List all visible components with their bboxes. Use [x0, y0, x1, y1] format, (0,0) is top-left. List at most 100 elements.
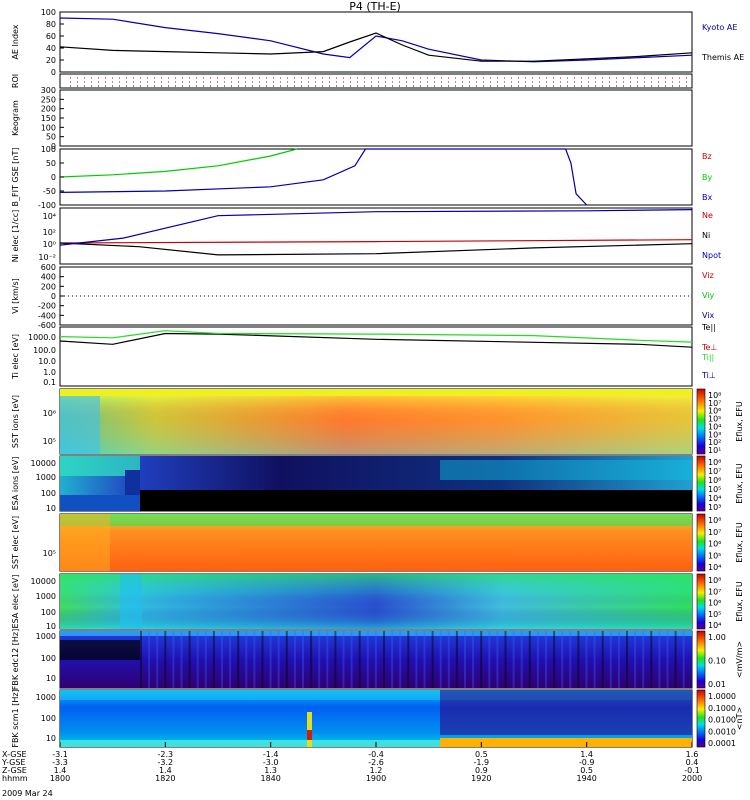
fbk-stripe [601, 631, 604, 688]
ytick-esa-ion: 10000 [31, 459, 56, 468]
line-kyoto-ae [59, 17, 693, 63]
fbk-stripe [310, 631, 313, 688]
colorbar-tick-esa-elec: 10⁴ [708, 621, 721, 630]
fbk-stripe [407, 631, 410, 688]
ytick-density: 10⁰ [43, 240, 56, 249]
fbk-b-spectrogram [60, 690, 692, 747]
axis-value-z-gse: 0.5 [580, 766, 593, 775]
ylabel-ae: AE Index [11, 24, 20, 59]
ytick-keogram: 200 [41, 105, 56, 114]
panel-frame-ae [59, 11, 693, 73]
fbk-stripe [180, 631, 183, 688]
ytick-keogram: 100 [41, 123, 56, 132]
velocity-legend-1: Viy [702, 291, 715, 300]
fbk-stripe [617, 631, 620, 688]
fbk-stripe [423, 631, 426, 688]
ytick-density: 10⁴ [43, 212, 56, 221]
axis-value-y-gse: -3.0 [263, 758, 279, 767]
fbk-stripe [642, 631, 645, 688]
ylabel-esa-ion: ESA ions [eV] [11, 457, 20, 511]
fbk-stripe [682, 631, 685, 688]
axis-value-hhmm: 1920 [471, 774, 491, 783]
fbk-stripe [334, 631, 337, 688]
line-by [59, 148, 298, 178]
temperature-legend-3: Ti⊥ [701, 371, 716, 380]
fbk-stripe [666, 631, 669, 688]
fbk-stripe [164, 631, 167, 688]
fbk-stripe [658, 631, 661, 688]
date-label: 2009 Mar 24 [2, 789, 53, 798]
colorbar-tick-fbk-b: 0.0001 [708, 739, 736, 748]
ylabel-temperature: Ti elec [eV] [11, 334, 20, 380]
fbk-stripe [504, 631, 507, 688]
fbk-stripe [172, 631, 175, 688]
ae-legend-0: Kyoto AE [702, 23, 737, 32]
colorbar-tick-fbk-e: 0.10 [708, 657, 726, 666]
colorbar-label-fbk-b: <nT> [735, 707, 744, 730]
ytick-ae: 20 [46, 56, 56, 65]
ytick-temperature: 10.0 [38, 357, 56, 366]
fbk-stripe [464, 631, 466, 688]
sst-electron-spectrogram [60, 514, 692, 571]
fbk-stripe [480, 631, 483, 688]
axis-value-hhmm: 1800 [50, 774, 70, 783]
esa-electron-spectrogram [60, 574, 692, 629]
axis-value-y-gse: -0.9 [579, 758, 595, 767]
density-legend-2: Npot [702, 251, 721, 260]
ytick-velocity: -200 [38, 302, 56, 311]
colorbar-tick-fbk-b: 0.1000 [708, 704, 736, 713]
ytick-esa-elec: 10 [46, 622, 56, 631]
fbk-stripe [148, 631, 151, 688]
colorbar-tick-esa-elec: 10⁷ [708, 587, 721, 596]
axis-value-y-gse: 0.4 [686, 758, 699, 767]
colorbar-label-sst-elec: Eflux, EFU [735, 522, 744, 563]
ytick-velocity: 600 [41, 263, 56, 272]
colorbar-tick-esa-ion: 10⁴ [708, 494, 721, 503]
fbk-stripe [229, 631, 232, 688]
ytick-esa-elec: 1000 [36, 592, 56, 601]
panel-frame-density [59, 207, 693, 265]
fbk-stripe [609, 631, 612, 688]
fbk-stripe [237, 631, 240, 688]
fbk-stripe [431, 631, 434, 688]
axis-value-z-gse: 1.3 [264, 766, 277, 775]
line-bx [59, 148, 588, 206]
ytick-fbk-b: 100 [41, 714, 56, 723]
bfield-legend-1: By [702, 173, 712, 182]
ytick-density: 10² [43, 228, 56, 237]
fbk-stripe [593, 631, 596, 688]
axis-value-hhmm: 1840 [260, 774, 280, 783]
axis-value-hhmm: 1820 [155, 774, 175, 783]
axis-row-label-hhmm: hhmm [2, 774, 28, 783]
axis-value-y-gse: -2.6 [368, 758, 384, 767]
colorbar-tick-esa-ion: 10⁵ [708, 485, 721, 494]
temperature-legend-0: Te|| [701, 323, 716, 332]
ytick-sst-ion: 10⁶ [43, 409, 56, 418]
fbk-stripe [350, 631, 353, 688]
colorbar-tick-esa-ion: 10⁷ [708, 467, 721, 476]
ytick-ae: 0 [51, 68, 56, 77]
fbk-stripe [383, 631, 385, 688]
axis-value-z-gse: 1.4 [54, 766, 67, 775]
density-legend-1: Ni [702, 231, 710, 240]
colorbar-fbk-e [696, 630, 706, 689]
ytick-fbk-b: 10 [46, 734, 56, 743]
fbk-stripe [415, 631, 418, 688]
colorbar-tick-sst-ion: 10¹ [708, 446, 721, 455]
ytick-temperature: 0.1 [43, 378, 56, 387]
colorbar-tick-fbk-b: 0.0100 [708, 716, 736, 725]
temperature-legend-2: Ti|| [701, 353, 714, 362]
colorbar-tick-esa-elec: 10⁵ [708, 610, 721, 619]
colorbar-tick-sst-elec: 10⁴ [708, 563, 721, 572]
fbk-stripe [674, 631, 677, 688]
axis-value-hhmm: 2000 [682, 774, 702, 783]
axis-value-z-gse: 1.4 [159, 766, 172, 775]
ytick-keogram: 300 [41, 86, 56, 95]
esa-ion-spectrogram [60, 456, 692, 511]
axis-value-hhmm: 1900 [366, 774, 386, 783]
ytick-velocity: 200 [41, 282, 56, 291]
fbk-stripe [585, 631, 588, 688]
plot-title: P4 (TH-E) [349, 0, 401, 13]
ytick-density: 10⁻² [38, 253, 56, 262]
